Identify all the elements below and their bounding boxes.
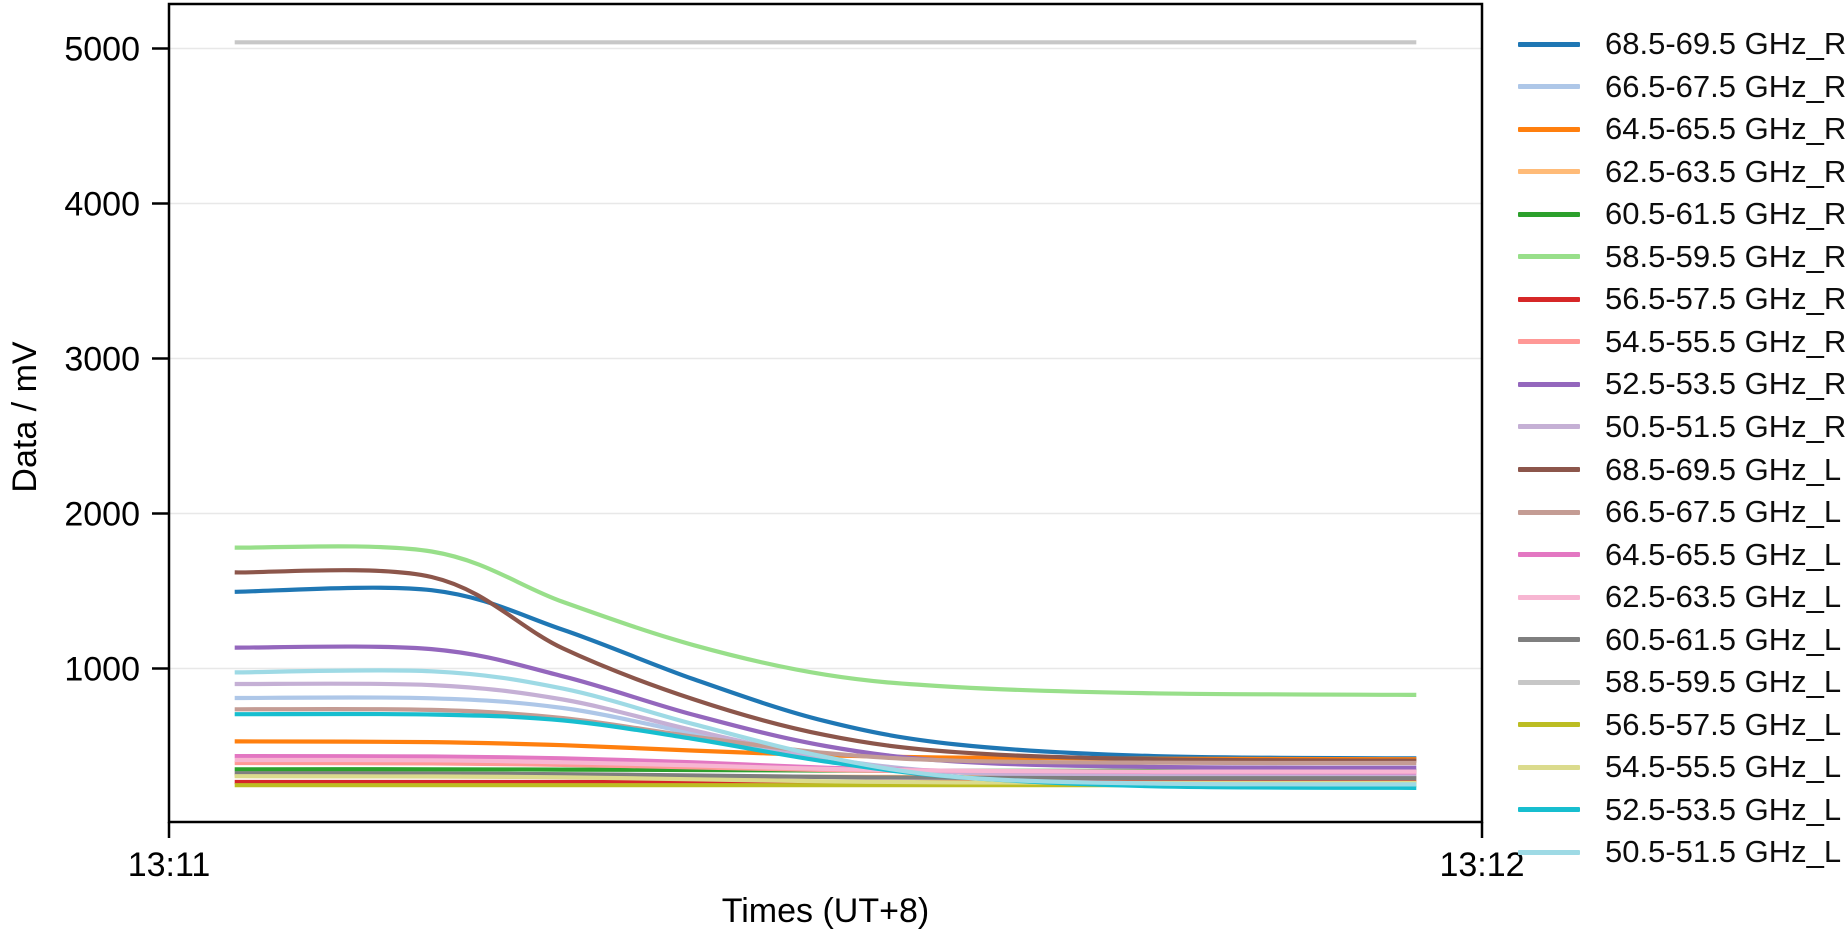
series-line-58.5-59.5-GHz_R: [234, 544, 1417, 697]
legend-line-swatch: [1518, 467, 1580, 472]
legend-line-swatch: [1518, 552, 1580, 558]
legend-line-swatch: [1518, 594, 1580, 600]
legend-line-swatch: [1518, 296, 1580, 302]
legend-item-54.5-55.5-GHz_L: 54.5-55.5 GHz_L: [1518, 746, 1841, 789]
legend-label: 68.5-69.5 GHz_R: [1605, 26, 1847, 61]
legend-item-50.5-51.5-GHz_R: 50.5-51.5 GHz_R: [1518, 405, 1846, 448]
legend-item-60.5-61.5-GHz_R: 60.5-61.5 GHz_R: [1518, 193, 1846, 236]
legend-line-swatch: [1518, 764, 1580, 770]
y-tick-label-3000: 3000: [64, 341, 140, 379]
x-tick-label-13:11: 13:11: [128, 846, 211, 884]
legend-line-swatch: [1518, 509, 1580, 515]
legend-item-62.5-63.5-GHz_R: 62.5-63.5 GHz_R: [1518, 150, 1846, 193]
legend-label: 66.5-67.5 GHz_L: [1605, 494, 1842, 530]
series-line-52.5-53.5-GHz_L: [234, 711, 1417, 790]
legend-item-60.5-61.5-GHz_L: 60.5-61.5 GHz_L: [1518, 618, 1841, 661]
legend-item-64.5-65.5-GHz_L: 64.5-65.5 GHz_L: [1518, 533, 1841, 576]
legend-item-58.5-59.5-GHz_R: 58.5-59.5 GHz_R: [1518, 235, 1846, 278]
legend-label: 58.5-59.5 GHz_R: [1605, 238, 1847, 274]
legend-label: 56.5-57.5 GHz_L: [1605, 706, 1842, 742]
legend-label: 62.5-63.5 GHz_R: [1605, 153, 1847, 189]
legend-item-66.5-67.5-GHz_L: 66.5-67.5 GHz_L: [1518, 491, 1841, 534]
plot-frame: [167, 2, 1484, 824]
y-tick-label-1000: 1000: [64, 651, 140, 689]
legend-item-50.5-51.5-GHz_L: 50.5-51.5 GHz_L: [1518, 831, 1841, 874]
legend-label: 52.5-53.5 GHz_R: [1605, 366, 1847, 402]
series-line-62.5-63.5-GHz_L: [234, 757, 1417, 774]
legend-label: 54.5-55.5 GHz_L: [1605, 749, 1842, 785]
series-line-60.5-61.5-GHz_L: [234, 771, 1417, 781]
legend-item-52.5-53.5-GHz_L: 52.5-53.5 GHz_L: [1518, 788, 1841, 831]
legend-line-swatch: [1518, 679, 1580, 685]
legend-label: 56.5-57.5 GHz_R: [1605, 281, 1847, 317]
legend-line-swatch: [1518, 84, 1580, 90]
legend-item-62.5-63.5-GHz_L: 62.5-63.5 GHz_L: [1518, 576, 1841, 619]
legend-label: 60.5-61.5 GHz_R: [1605, 196, 1847, 232]
legend-item-56.5-57.5-GHz_L: 56.5-57.5 GHz_L: [1518, 703, 1841, 746]
legend-item-66.5-67.5-GHz_R: 66.5-67.5 GHz_R: [1518, 65, 1846, 108]
legend-label: 64.5-65.5 GHz_L: [1605, 536, 1842, 572]
legend-line-swatch: [1518, 807, 1580, 813]
legend-line-swatch: [1518, 722, 1580, 728]
legend-label: 54.5-55.5 GHz_R: [1605, 323, 1847, 359]
legend-label: 66.5-67.5 GHz_R: [1605, 68, 1847, 104]
series-line-68.5-69.5-GHz_L: [234, 568, 1417, 763]
legend-line-swatch: [1518, 169, 1580, 175]
legend-label: 64.5-65.5 GHz_R: [1605, 111, 1847, 147]
legend-line-swatch: [1518, 126, 1580, 132]
legend-label: 62.5-63.5 GHz_L: [1605, 579, 1842, 615]
series-line-50.5-51.5-GHz_L: [234, 668, 1417, 787]
legend-label: 52.5-53.5 GHz_L: [1605, 791, 1842, 827]
y-axis-title: Data / mV: [6, 341, 44, 493]
legend-line-swatch: [1518, 424, 1580, 430]
legend-item-64.5-65.5-GHz_R: 64.5-65.5 GHz_R: [1518, 108, 1846, 151]
legend-line-swatch: [1518, 637, 1580, 643]
legend-item-54.5-55.5-GHz_R: 54.5-55.5 GHz_R: [1518, 320, 1846, 363]
legend-line-swatch: [1518, 849, 1580, 855]
legend-line-swatch: [1518, 41, 1580, 47]
series-line-50.5-51.5-GHz_R: [234, 681, 1417, 778]
legend-item-68.5-69.5-GHz_L: 68.5-69.5 GHz_L: [1518, 448, 1841, 491]
legend-line-swatch: [1518, 254, 1580, 260]
legend-label: 50.5-51.5 GHz_L: [1605, 834, 1842, 870]
x-axis-title: Times (UT+8): [721, 892, 930, 930]
legend-item-52.5-53.5-GHz_R: 52.5-53.5 GHz_R: [1518, 363, 1846, 406]
legend-label: 58.5-59.5 GHz_L: [1605, 664, 1842, 700]
legend-label: 68.5-69.5 GHz_L: [1605, 451, 1842, 487]
y-tick-label-2000: 2000: [64, 496, 140, 534]
legend-item-56.5-57.5-GHz_R: 56.5-57.5 GHz_R: [1518, 278, 1846, 321]
series-line-68.5-69.5-GHz_R: [234, 585, 1417, 761]
legend-line-swatch: [1518, 339, 1580, 345]
x-tick-label-13:12: 13:12: [1439, 846, 1524, 884]
legend-item-68.5-69.5-GHz_R: 68.5-69.5 GHz_R: [1518, 23, 1846, 66]
legend-label: 60.5-61.5 GHz_L: [1605, 621, 1842, 657]
legend-item-58.5-59.5-GHz_L: 58.5-59.5 GHz_L: [1518, 661, 1841, 704]
legend-line-swatch: [1518, 381, 1580, 387]
legend-line-swatch: [1518, 211, 1580, 217]
series-line-52.5-53.5-GHz_R: [234, 644, 1417, 770]
y-tick-label-5000: 5000: [64, 31, 140, 69]
y-tick-label-4000: 4000: [64, 186, 140, 224]
legend-label: 50.5-51.5 GHz_R: [1605, 408, 1847, 444]
